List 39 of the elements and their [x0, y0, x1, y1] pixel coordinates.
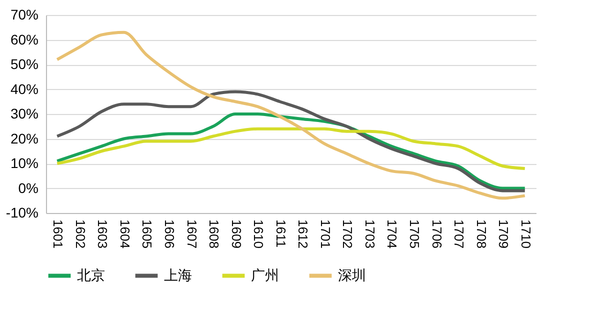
- line-series: [56, 90, 526, 192]
- y-tick-label: 30%: [10, 106, 38, 122]
- x-tick-label: 1605: [140, 220, 155, 248]
- y-tick-label: 60%: [10, 31, 38, 48]
- y-tick-label: 20%: [10, 130, 38, 146]
- x-tick-label: 1701: [318, 220, 333, 248]
- x-tick-label: 1610: [251, 220, 266, 248]
- line-series: [56, 127, 526, 170]
- legend-label: 广州: [251, 266, 279, 283]
- line-series: [56, 30, 526, 200]
- x-tick-label: 1703: [362, 220, 378, 248]
- x-tick-label: 1601: [50, 220, 66, 248]
- x-tick-label: 1609: [228, 220, 244, 248]
- y-tick-label: 50%: [10, 56, 38, 72]
- x-tick-label: 1602: [72, 220, 88, 248]
- x-tick-label: 1706: [429, 220, 444, 248]
- legend-label: 北京: [77, 266, 105, 283]
- x-tick-label: 1702: [340, 220, 356, 248]
- legend-label: 深圳: [338, 266, 366, 283]
- x-tick-label: 1606: [162, 220, 177, 248]
- x-tick-label: 1607: [184, 220, 200, 248]
- y-tick-label: 40%: [10, 80, 38, 97]
- y-tick-label: 70%: [10, 6, 38, 22]
- legend-label: 上海: [164, 266, 192, 283]
- x-tick-label: 1704: [384, 220, 400, 248]
- x-tick-label: 1709: [496, 220, 512, 248]
- x-tick-label: 1705: [407, 220, 422, 248]
- x-tick-label: 1604: [117, 220, 132, 248]
- x-tick-label: 1608: [206, 220, 222, 248]
- y-tick-label: 10%: [10, 155, 38, 171]
- x-tick-label: 1603: [95, 220, 110, 248]
- x-tick-label: 1707: [452, 220, 467, 248]
- y-tick-label: 0%: [18, 180, 38, 196]
- y-tick-label: -10%: [6, 204, 38, 220]
- x-tick-label: 1611: [273, 220, 288, 248]
- x-tick-label: 1708: [474, 220, 489, 248]
- x-tick-label: 1710: [518, 220, 534, 248]
- x-tick-label: 1612: [296, 220, 311, 248]
- line-series: [56, 112, 526, 190]
